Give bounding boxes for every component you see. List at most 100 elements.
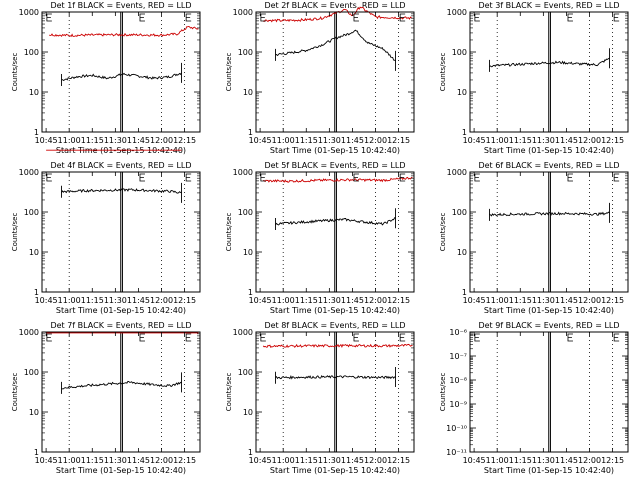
bracket-mark xyxy=(185,173,192,182)
plot-frame xyxy=(469,331,629,453)
bracket-mark xyxy=(613,173,620,182)
y-tick-label: 10 xyxy=(243,248,253,257)
y-tick-label: 100 xyxy=(238,48,253,57)
bracket-mark xyxy=(46,333,52,342)
x-axis-label: Start Time (01-Sep-15 10:42:40) xyxy=(484,466,614,475)
panel-title: Det 7f BLACK = Events, RED = LLD xyxy=(50,321,191,330)
y-tick-label: 1 xyxy=(248,128,253,137)
y-tick-label: 1000 xyxy=(19,8,39,17)
plot-frame xyxy=(255,331,415,453)
bracket-mark xyxy=(474,173,480,182)
y-axis-label: Counts/sec xyxy=(225,373,233,412)
x-tick-label: 11:45 xyxy=(555,456,578,465)
x-tick-label: 11:30 xyxy=(318,296,341,305)
series-line-1 xyxy=(61,187,182,194)
y-tick-label: 100 xyxy=(24,48,39,57)
x-tick-label: 11:30 xyxy=(104,136,127,145)
y-tick-label: 10 xyxy=(243,408,253,417)
x-axis-label: Start Time (01-Sep-15 10:42:40) xyxy=(56,466,186,475)
y-tick-label: 10⁻⁶ xyxy=(449,328,467,337)
x-tick-label: 11:15 xyxy=(295,456,318,465)
x-tick-label: 12:15 xyxy=(601,296,624,305)
x-tick-label: 11:00 xyxy=(272,136,295,145)
x-tick-label: 12:00 xyxy=(150,456,173,465)
panel-title: Det 8f BLACK = Events, RED = LLD xyxy=(264,321,405,330)
x-tick-label: 11:00 xyxy=(58,296,81,305)
bracket-mark xyxy=(353,333,359,342)
plot-frame xyxy=(469,171,629,293)
x-tick-label: 12:00 xyxy=(364,136,387,145)
y-tick-label: 1000 xyxy=(233,328,253,337)
x-tick-label: 10:45 xyxy=(463,136,486,145)
y-tick-label: 100 xyxy=(24,208,39,217)
x-tick-label: 11:15 xyxy=(509,296,532,305)
y-axis-label: Counts/sec xyxy=(439,213,447,252)
bracket-mark xyxy=(353,173,359,182)
x-tick-label: 11:45 xyxy=(127,296,150,305)
x-tick-label: 12:15 xyxy=(387,456,410,465)
x-tick-label: 11:15 xyxy=(509,136,532,145)
y-axis-label: Counts/sec xyxy=(439,53,447,92)
x-tick-label: 12:00 xyxy=(578,296,601,305)
bracket-mark xyxy=(260,333,266,342)
x-tick-label: 12:15 xyxy=(387,296,410,305)
bracket-mark xyxy=(139,333,145,342)
y-tick-label: 1 xyxy=(34,128,39,137)
y-tick-label: 10 xyxy=(29,408,39,417)
bracket-mark xyxy=(46,13,52,22)
x-tick-label: 11:15 xyxy=(81,296,104,305)
x-tick-label: 10:45 xyxy=(35,296,58,305)
x-tick-label: 11:15 xyxy=(295,136,318,145)
y-tick-label: 1 xyxy=(462,288,467,297)
bracket-mark xyxy=(613,13,620,22)
x-tick-label: 12:15 xyxy=(387,136,410,145)
panel-8: Det 8f BLACK = Events, RED = LLD 10:45 11:… xyxy=(225,321,415,475)
x-tick-label: 11:30 xyxy=(318,456,341,465)
bracket-mark xyxy=(567,333,573,342)
x-tick-label: 12:15 xyxy=(601,456,624,465)
x-tick-label: 12:00 xyxy=(364,296,387,305)
plot-frame xyxy=(469,11,629,133)
y-tick-label: 1000 xyxy=(233,168,253,177)
x-tick-label: 11:30 xyxy=(532,456,555,465)
x-tick-label: 10:45 xyxy=(249,456,272,465)
x-tick-label: 12:00 xyxy=(578,456,601,465)
panel-9: Det 9f BLACK = Events, RED = LLD 10:45 11:… xyxy=(439,321,629,475)
panel-title: Det 2f BLACK = Events, RED = LLD xyxy=(264,1,405,10)
y-axis-label: Counts/sec xyxy=(225,53,233,92)
y-tick-label: 10 xyxy=(243,88,253,97)
x-tick-label: 12:00 xyxy=(578,136,601,145)
x-tick-label: 12:00 xyxy=(150,136,173,145)
x-tick-label: 12:00 xyxy=(364,456,387,465)
x-tick-label: 11:45 xyxy=(555,296,578,305)
bracket-mark xyxy=(399,173,406,182)
series-line-2 xyxy=(49,26,199,38)
x-tick-label: 12:15 xyxy=(173,456,196,465)
panel-title: Det 6f BLACK = Events, RED = LLD xyxy=(478,161,619,170)
y-axis-label: Counts/sec xyxy=(11,213,19,252)
y-tick-label: 1 xyxy=(248,288,253,297)
x-tick-label: 10:45 xyxy=(463,456,486,465)
panel-title: Det 5f BLACK = Events, RED = LLD xyxy=(264,161,405,170)
y-tick-label: 1 xyxy=(462,128,467,137)
y-tick-label: 1000 xyxy=(447,8,467,17)
bracket-mark xyxy=(399,333,406,342)
panel-title: Det 9f BLACK = Events, RED = LLD xyxy=(478,321,619,330)
bracket-mark xyxy=(260,173,266,182)
x-axis-label: Start Time (01-Sep-15 10:42:40) xyxy=(484,146,614,155)
x-tick-label: 12:15 xyxy=(173,296,196,305)
x-tick-label: 11:45 xyxy=(341,456,364,465)
plot-frame xyxy=(41,11,201,133)
x-tick-label: 11:15 xyxy=(81,136,104,145)
y-tick-label: 1000 xyxy=(233,8,253,17)
x-tick-label: 11:00 xyxy=(486,296,509,305)
x-tick-label: 11:30 xyxy=(104,296,127,305)
x-tick-label: 12:15 xyxy=(601,136,624,145)
y-tick-label: 100 xyxy=(24,368,39,377)
bracket-mark xyxy=(567,13,573,22)
bracket-mark xyxy=(399,13,406,22)
y-tick-label: 10⁻⁸ xyxy=(449,376,467,385)
x-tick-label: 10:45 xyxy=(249,136,272,145)
